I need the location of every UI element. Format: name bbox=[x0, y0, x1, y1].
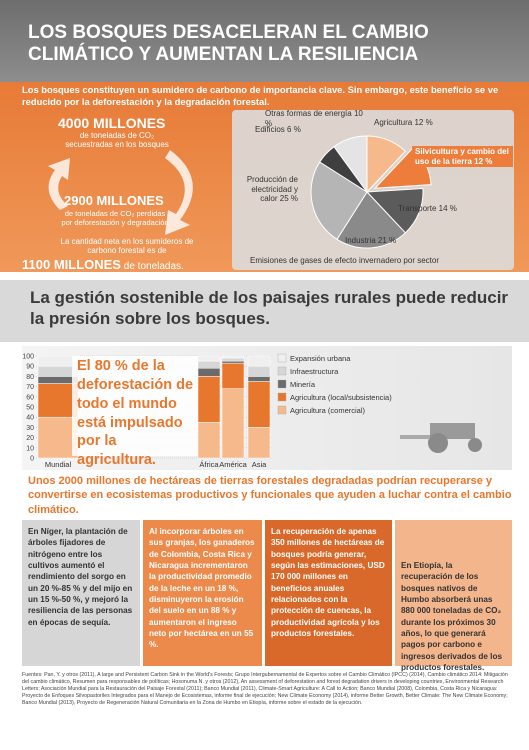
y-tick-label: 60 bbox=[26, 394, 34, 401]
pie-slice bbox=[310, 161, 368, 240]
bar-segment bbox=[197, 422, 221, 459]
wheel bbox=[428, 433, 448, 453]
pie-label-value: 12 % bbox=[474, 156, 493, 166]
section2-band bbox=[0, 280, 529, 342]
pie-label-name: Industria bbox=[345, 236, 376, 245]
title: LOS BOSQUES DESACELERAN EL CAMBIO CLIMÁT… bbox=[28, 22, 429, 65]
pie-label: Otras formas de energía 10 % bbox=[265, 109, 365, 128]
legend-label: Agricultura (local/subsistencia) bbox=[290, 393, 392, 402]
bar-segment bbox=[37, 416, 79, 459]
net: 1100 MILLONES de toneladas. bbox=[22, 257, 184, 272]
y-tick-label: 90 bbox=[26, 364, 34, 371]
pie-chart bbox=[310, 135, 432, 249]
pie-label-value: 25 % bbox=[279, 194, 298, 204]
pie-label-value: 10 % bbox=[265, 109, 363, 128]
sequestered-text: de toneladas de CO₂ secuestradas en los … bbox=[65, 131, 169, 149]
annotation: El 80 % de la deforestación de todo el m… bbox=[77, 358, 194, 469]
bar-segment bbox=[247, 376, 271, 382]
pie-label: Industria 21 % bbox=[345, 236, 445, 246]
legend-label: Expansión urbana bbox=[290, 354, 351, 363]
pie-label-name: Edificios bbox=[255, 125, 285, 134]
arrow-up bbox=[48, 158, 70, 210]
pie-label: Agricultura 12 % bbox=[374, 118, 474, 128]
bar-segment bbox=[221, 362, 245, 389]
y-tick-label: 80 bbox=[26, 374, 34, 381]
bar-segment bbox=[197, 360, 221, 369]
bar-segment bbox=[221, 357, 245, 362]
y-tick-label: 50 bbox=[26, 405, 34, 412]
tractor bbox=[400, 423, 482, 453]
bar-segment bbox=[221, 355, 245, 359]
net-value: 1100 MILLONES bbox=[22, 257, 121, 272]
x-tick-label: Mundial bbox=[45, 460, 72, 469]
arrow-down bbox=[165, 150, 193, 235]
pie-label-name: Producción de electricidad y calor bbox=[246, 175, 298, 204]
legend-label: Minería bbox=[290, 380, 316, 389]
pie-title: Emisiones de gases de efecto invernadero… bbox=[250, 256, 439, 265]
bar-segment bbox=[197, 376, 221, 423]
pie-label-value: 12 % bbox=[414, 118, 433, 127]
bar-segment bbox=[221, 388, 245, 459]
lost-text: de toneladas de CO₂ perdidas por defores… bbox=[61, 209, 169, 227]
pie-label-value: 6 % bbox=[287, 125, 301, 134]
pie-slice bbox=[336, 191, 407, 249]
bar-segment bbox=[247, 355, 271, 367]
pie-label: Silvicultura y cambio del uso de la tier… bbox=[412, 146, 513, 168]
bar-segment bbox=[221, 360, 245, 364]
x-tick-label: África bbox=[199, 460, 219, 469]
y-tick-label: 40 bbox=[26, 415, 34, 422]
arrows bbox=[48, 150, 193, 235]
panel: Al incorporar árboles en sus granjas, lo… bbox=[143, 520, 262, 666]
legend-swatch bbox=[277, 353, 287, 363]
intro: Los bosques constituyen un sumidero de c… bbox=[22, 84, 499, 108]
bar-segment bbox=[197, 367, 221, 377]
net-text: La cantidad neta en los sumideros de car… bbox=[60, 237, 194, 255]
bar-segment bbox=[197, 355, 221, 362]
y-tick-label: 30 bbox=[26, 425, 34, 432]
panel: La recuperación de apenas 350 millones d… bbox=[265, 520, 392, 666]
pie-label: Transporte 14 % bbox=[398, 204, 498, 214]
wheel bbox=[468, 438, 482, 452]
y-tick-label: 70 bbox=[26, 384, 34, 391]
annotation-box bbox=[72, 356, 198, 456]
legend-swatch bbox=[277, 379, 287, 389]
sources: Fuentes: Pan, Y. y otros (2011), A large… bbox=[22, 672, 508, 706]
plough bbox=[400, 435, 430, 439]
sequestered: 4000 MILLONES bbox=[58, 115, 166, 131]
restoration: Unos 2000 millones de hectáreas de tierr… bbox=[28, 475, 512, 516]
bar-segment bbox=[247, 365, 271, 377]
pie-label-name: Otras formas de energía bbox=[265, 109, 352, 118]
pie-slice bbox=[333, 135, 368, 194]
section2-title: La gestión sostenible de los paisajes ru… bbox=[30, 288, 509, 329]
y-tick-label: 10 bbox=[26, 445, 34, 452]
title-band bbox=[0, 0, 529, 82]
x-tick-label: Asia bbox=[252, 460, 267, 469]
net-unit: de toneladas. bbox=[123, 261, 184, 272]
pie-label-value: 14 % bbox=[438, 204, 457, 213]
panel: En Etiopía, la recuperación de los bosqu… bbox=[395, 520, 512, 672]
legend-swatch bbox=[277, 366, 287, 376]
bar-segment bbox=[247, 381, 271, 428]
x-tick-label: América bbox=[219, 460, 247, 469]
bar-segment bbox=[247, 427, 271, 459]
lost: 2900 MILLONES bbox=[64, 193, 164, 208]
pie-label-name: Transporte bbox=[398, 204, 437, 213]
legend-swatch bbox=[277, 405, 287, 415]
panel: En Níger, la plantación de árboles fijad… bbox=[22, 520, 140, 666]
pie-label: Edificios 6 % bbox=[255, 125, 355, 135]
pie-label-value: 21 % bbox=[377, 236, 397, 245]
y-tick-label: 20 bbox=[26, 435, 34, 442]
pie-label: Producción de electricidad y calor 25 % bbox=[238, 175, 298, 204]
legend-label: Agricultura (comercial) bbox=[290, 406, 366, 415]
pie-label-name: Agricultura bbox=[374, 118, 413, 127]
y-tick-label: 100 bbox=[22, 354, 34, 361]
pie-label-name: Silvicultura y cambio del uso de la tier… bbox=[415, 147, 509, 166]
y-tick-label: 0 bbox=[30, 456, 34, 463]
legend-label: Infraestructura bbox=[290, 367, 339, 376]
legend-swatch bbox=[277, 392, 287, 402]
